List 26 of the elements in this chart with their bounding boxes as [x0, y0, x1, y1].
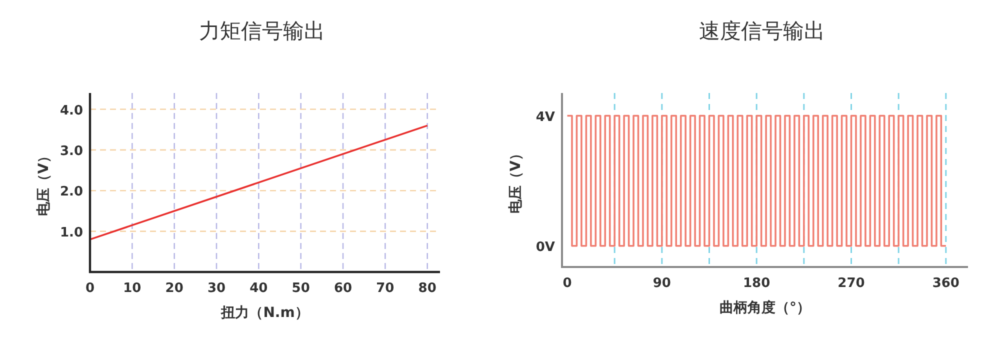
x-tick-label: 270: [838, 276, 865, 291]
x-tick-label: 20: [165, 281, 184, 296]
y-tick-label: 4.0: [60, 103, 83, 118]
x-tick-label: 40: [250, 281, 268, 296]
x-tick-label: 360: [932, 276, 960, 291]
x-tick-label: 30: [207, 281, 226, 296]
y-axis-title: 电压（V）: [36, 149, 52, 216]
y-axis-title: 电压（V）: [508, 146, 524, 214]
x-tick-label: 70: [376, 281, 394, 296]
y-tick-label: 0V: [536, 240, 555, 255]
x-tick-label: 10: [123, 281, 142, 296]
x-tick-label: 180: [743, 276, 770, 291]
x-axis-title: 曲柄角度（°）: [720, 299, 810, 316]
x-tick-label: 0: [562, 276, 572, 291]
y-tick-label: 4V: [536, 110, 555, 125]
y-tick-label: 1.0: [60, 225, 83, 240]
y-tick-label: 2.0: [60, 184, 83, 200]
y-tick-label: 3.0: [60, 144, 83, 159]
chart-title: 速度信号输出: [699, 19, 825, 43]
x-tick-label: 80: [418, 281, 436, 296]
x-tick-label: 60: [334, 281, 352, 296]
chart-title: 力矩信号输出: [199, 19, 325, 43]
x-tick-label: 50: [292, 281, 310, 296]
x-tick-label: 0: [85, 281, 95, 296]
x-axis-title: 扭力（N.m）: [220, 305, 309, 321]
x-tick-label: 90: [652, 276, 671, 291]
